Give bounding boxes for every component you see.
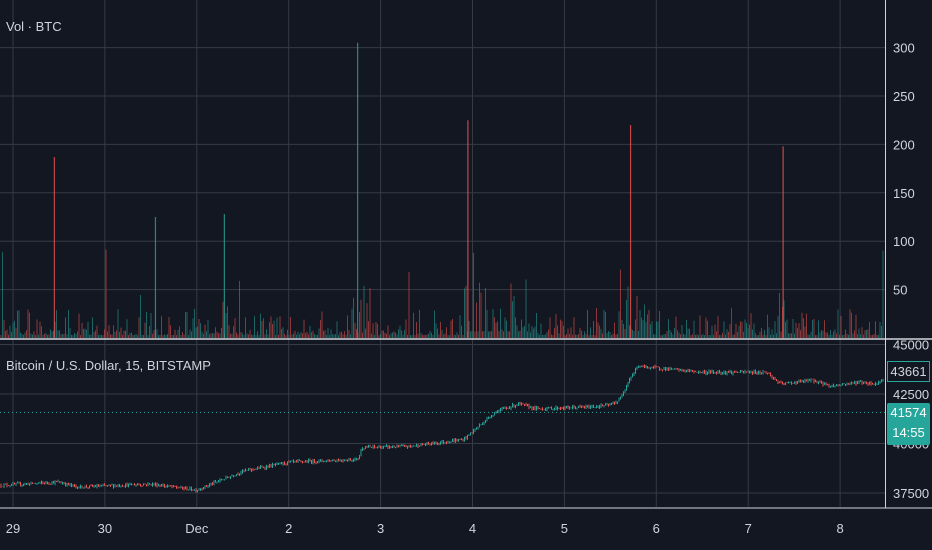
volume-y-tick: 150	[893, 186, 915, 201]
volume-bars	[0, 42, 884, 338]
price-candles	[0, 364, 884, 493]
volume-y-tick: 200	[893, 137, 915, 152]
x-tick-label: 29	[6, 521, 20, 536]
bar-countdown: 14:55	[892, 425, 925, 440]
volume-y-tick: 250	[893, 89, 915, 104]
price-y-tick: 42500	[893, 387, 929, 402]
x-tick-label: Dec	[185, 521, 209, 536]
x-tick-label: 3	[377, 521, 384, 536]
x-tick-label: 4	[469, 521, 476, 536]
x-tick-label: 5	[561, 521, 568, 536]
current-price-tag: 41574 14:55	[887, 403, 930, 445]
price-pane-title: Bitcoin / U.S. Dollar, 15, BITSTAMP	[6, 358, 211, 373]
axes: 29 30 Dec 2 3 4 5 6 7 8 300 250 200 150 100 50 45000 4250…	[0, 0, 932, 536]
volume-y-tick: 300	[893, 41, 915, 56]
volume-y-tick: 100	[893, 234, 915, 249]
x-tick-label: 6	[653, 521, 660, 536]
x-tick-label: 7	[745, 521, 752, 536]
grid-lines	[0, 0, 885, 507]
current-price-value: 41574	[890, 405, 927, 420]
price-y-tick: 45000	[893, 338, 929, 353]
last-price-tag: 43661	[887, 361, 930, 382]
volume-y-tick: 50	[893, 283, 907, 298]
volume-pane-title: Vol · BTC	[6, 19, 62, 34]
x-tick-label: 2	[285, 521, 292, 536]
x-tick-label: 30	[98, 521, 112, 536]
price-y-tick: 37500	[893, 486, 929, 501]
x-tick-label: 8	[836, 521, 843, 536]
